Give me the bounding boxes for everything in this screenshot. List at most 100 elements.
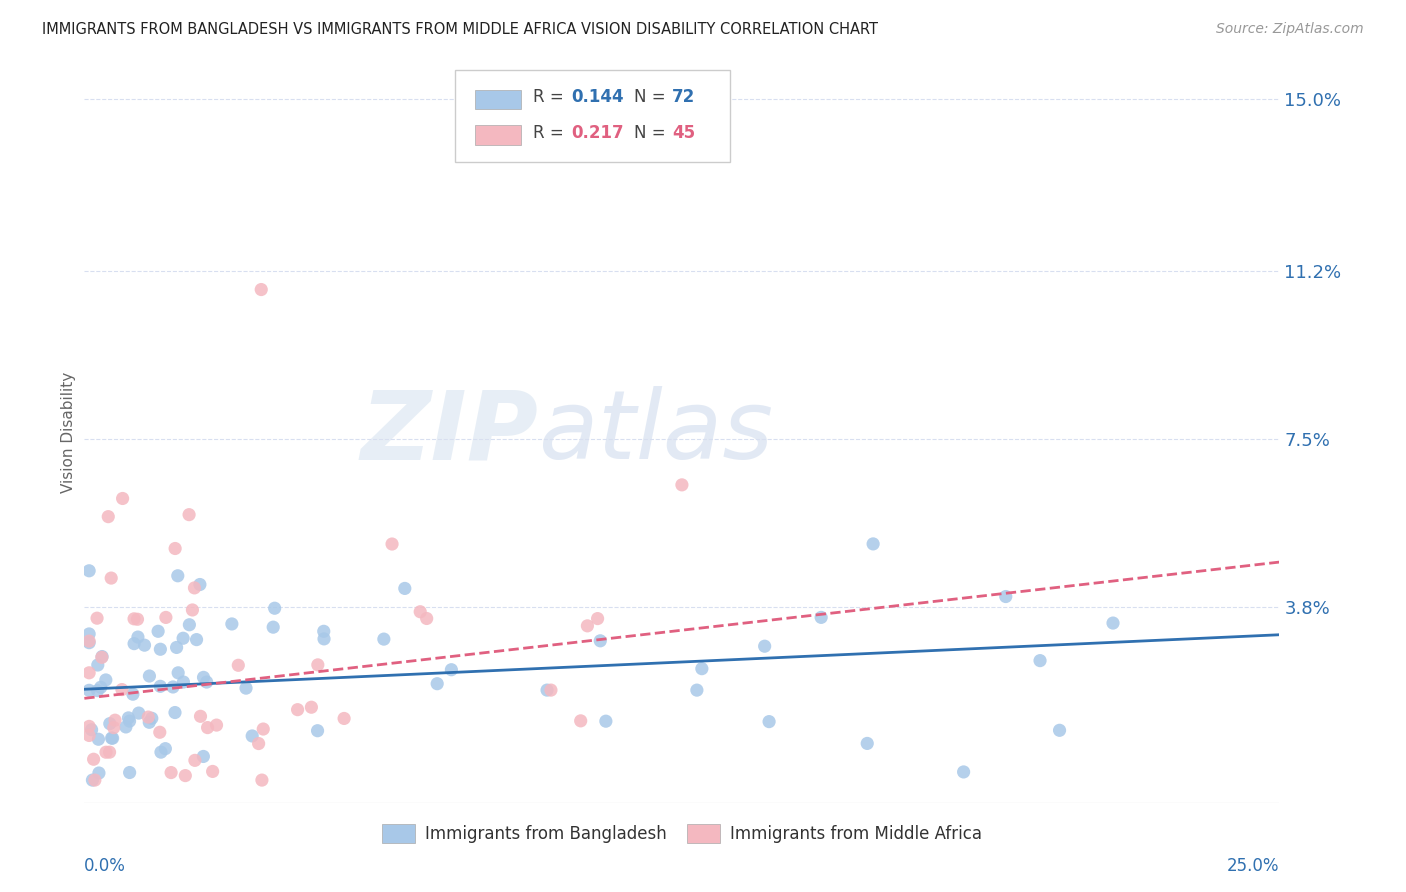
- Text: 72: 72: [672, 88, 696, 106]
- Point: [94, 745, 117, 759]
- Point: [98, 745, 121, 759]
- Point: [118, 765, 141, 780]
- Point: [247, 737, 270, 751]
- Point: [138, 715, 160, 730]
- Point: [100, 731, 122, 745]
- Point: [82, 773, 104, 788]
- Point: [994, 590, 1017, 604]
- Point: [174, 769, 197, 783]
- Bar: [475, 90, 520, 109]
- Point: [240, 729, 263, 743]
- Point: [77, 635, 100, 649]
- Point: [262, 620, 284, 634]
- Text: R =: R =: [533, 88, 568, 106]
- Point: [166, 568, 188, 582]
- Point: [172, 675, 194, 690]
- Point: [307, 723, 329, 738]
- Point: [287, 703, 309, 717]
- Point: [671, 478, 693, 492]
- Point: [195, 675, 218, 690]
- Point: [80, 723, 103, 737]
- Point: [134, 638, 156, 652]
- Bar: [475, 126, 520, 145]
- Point: [90, 681, 112, 695]
- Point: [83, 773, 105, 788]
- Point: [193, 749, 215, 764]
- Point: [226, 658, 249, 673]
- Point: [758, 714, 780, 729]
- Point: [165, 541, 187, 556]
- Point: [205, 718, 228, 732]
- Point: [117, 711, 139, 725]
- Y-axis label: Vision Disability: Vision Disability: [60, 372, 76, 493]
- Point: [115, 720, 138, 734]
- Point: [586, 611, 609, 625]
- Point: [589, 633, 612, 648]
- Point: [235, 681, 257, 695]
- Point: [141, 711, 163, 725]
- Point: [160, 765, 183, 780]
- Point: [183, 581, 205, 595]
- Point: [333, 711, 356, 725]
- Point: [98, 716, 121, 731]
- Point: [862, 537, 884, 551]
- Point: [100, 571, 122, 585]
- Text: 0.0%: 0.0%: [84, 857, 127, 875]
- Point: [540, 683, 562, 698]
- Point: [250, 773, 273, 788]
- Point: [252, 722, 274, 736]
- Point: [197, 721, 219, 735]
- FancyBboxPatch shape: [456, 70, 730, 162]
- Point: [299, 700, 322, 714]
- Point: [856, 736, 879, 750]
- Point: [1029, 654, 1052, 668]
- Point: [149, 725, 172, 739]
- Text: N =: N =: [634, 88, 671, 106]
- Point: [77, 665, 100, 680]
- Point: [111, 491, 134, 506]
- Point: [415, 611, 437, 625]
- Point: [373, 632, 395, 646]
- Point: [312, 624, 335, 639]
- Text: 25.0%: 25.0%: [1227, 857, 1279, 875]
- Point: [177, 508, 200, 522]
- Point: [101, 731, 124, 746]
- Point: [163, 706, 186, 720]
- Point: [1049, 723, 1071, 738]
- Point: [77, 719, 100, 733]
- Point: [167, 665, 190, 680]
- Point: [190, 709, 212, 723]
- Point: [172, 632, 194, 646]
- Point: [221, 616, 243, 631]
- Point: [94, 673, 117, 687]
- Point: [87, 658, 110, 673]
- Point: [188, 577, 211, 591]
- Point: [97, 509, 120, 524]
- Point: [91, 649, 114, 664]
- Text: 0.144: 0.144: [571, 88, 623, 106]
- Text: 0.217: 0.217: [571, 124, 623, 142]
- Point: [394, 582, 416, 596]
- Point: [810, 610, 832, 624]
- Point: [86, 683, 108, 698]
- Point: [155, 741, 177, 756]
- Point: [181, 603, 204, 617]
- Text: N =: N =: [634, 124, 671, 142]
- Point: [686, 683, 709, 698]
- Point: [576, 619, 599, 633]
- Point: [103, 721, 125, 735]
- Point: [179, 617, 201, 632]
- Point: [155, 610, 177, 624]
- Point: [146, 624, 169, 639]
- Point: [128, 706, 150, 720]
- Point: [754, 639, 776, 653]
- Point: [184, 753, 207, 767]
- Point: [426, 676, 449, 690]
- Point: [122, 612, 145, 626]
- Point: [250, 283, 273, 297]
- Point: [104, 713, 127, 727]
- Point: [569, 714, 592, 728]
- Point: [77, 634, 100, 648]
- Point: [149, 745, 172, 759]
- Text: IMMIGRANTS FROM BANGLADESH VS IMMIGRANTS FROM MIDDLE AFRICA VISION DISABILITY CO: IMMIGRANTS FROM BANGLADESH VS IMMIGRANTS…: [42, 22, 879, 37]
